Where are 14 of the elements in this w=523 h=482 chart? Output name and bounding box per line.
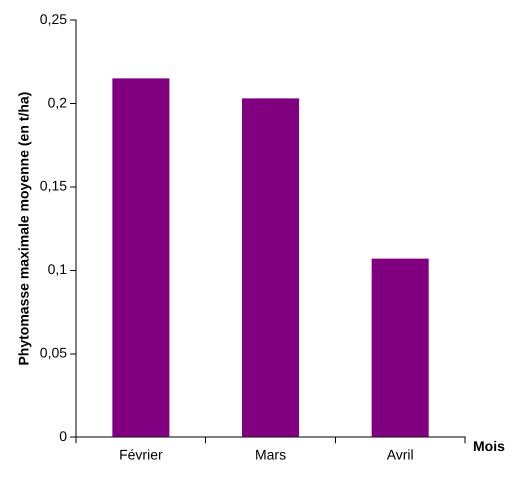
y-tick-label: 0,1	[48, 261, 68, 278]
y-tick-label: 0,2	[48, 94, 68, 110]
x-tick-label: Février	[119, 446, 163, 462]
bar	[112, 78, 170, 437]
bar	[372, 258, 429, 437]
y-tick-label: 0,05	[40, 344, 68, 361]
y-tick-label: 0,15	[40, 178, 68, 194]
y-tick-label: 0	[59, 428, 68, 444]
y-tick-label: 0,25	[40, 10, 68, 27]
x-axis-title: Mois	[473, 438, 506, 454]
y-axis-title: Phytomasse maximale moyenne (en t/ha)	[15, 92, 32, 366]
x-tick-label: Avril	[386, 446, 414, 462]
x-tick-label: Mars	[254, 446, 286, 462]
bar	[242, 98, 300, 437]
